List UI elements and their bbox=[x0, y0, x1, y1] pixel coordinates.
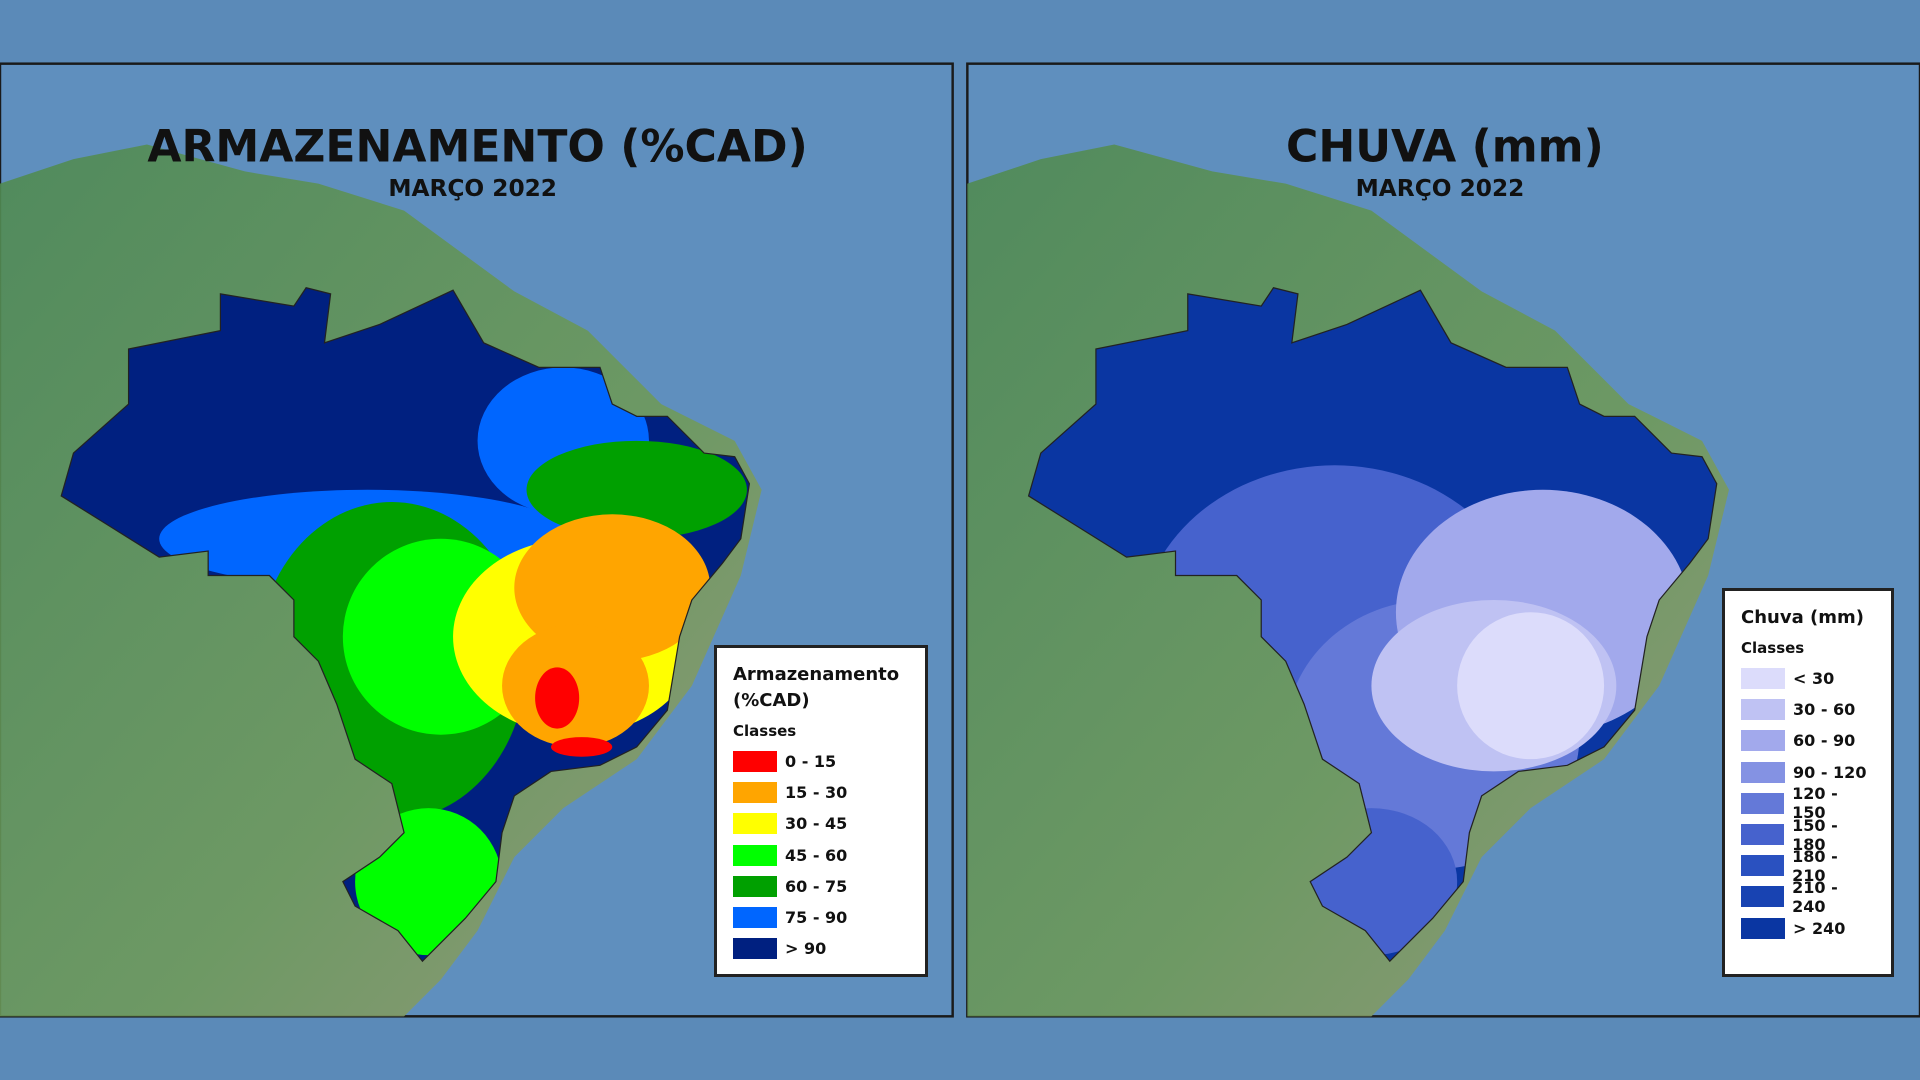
legend-label: 45 - 60 bbox=[785, 845, 848, 865]
legend-label: 150 - 180 bbox=[1792, 815, 1838, 854]
legend-label: 15 - 30 bbox=[785, 783, 848, 803]
legend-item: 210 - 240 bbox=[1741, 878, 1875, 916]
legend-subtitle: Classes bbox=[1741, 639, 1805, 657]
legend-swatch bbox=[1741, 917, 1785, 939]
legend-label: 75 - 90 bbox=[785, 908, 848, 928]
legend-label: 30 - 45 bbox=[785, 814, 848, 834]
map-subtitle: MARÇO 2022 bbox=[388, 175, 557, 202]
region bbox=[526, 440, 747, 539]
legend-label: 120 - 150 bbox=[1792, 784, 1838, 823]
legend-item: 90 - 120 bbox=[1741, 757, 1875, 788]
region bbox=[1457, 612, 1605, 760]
legend-swatch bbox=[1741, 699, 1785, 721]
legend-label: 180 - 210 bbox=[1792, 846, 1838, 885]
legend-item: 15 - 30 bbox=[733, 777, 909, 808]
legend-swatch bbox=[733, 844, 777, 866]
map-title: CHUVA (mm) bbox=[1286, 122, 1604, 173]
legend-item: 60 - 90 bbox=[1741, 725, 1875, 756]
legend-item: 75 - 90 bbox=[733, 902, 909, 933]
legend-swatch bbox=[733, 907, 777, 929]
legend-swatch bbox=[1741, 761, 1785, 783]
legend: Armazenamento (%CAD) Classes 0 - 15 15 - 30… bbox=[714, 645, 928, 977]
legend-item: 60 - 75 bbox=[733, 871, 909, 902]
legend-swatch bbox=[733, 751, 777, 773]
region bbox=[514, 514, 711, 662]
legend-swatch bbox=[1741, 792, 1785, 814]
region bbox=[551, 737, 613, 757]
legend-swatch bbox=[1741, 824, 1785, 846]
map-title: ARMAZENAMENTO (%CAD) bbox=[147, 122, 807, 173]
legend-label: 60 - 75 bbox=[785, 876, 848, 896]
map-subtitle: MARÇO 2022 bbox=[1356, 175, 1525, 202]
map-panel: ARMAZENAMENTO (%CAD)MARÇO 2022 bbox=[0, 62, 954, 1018]
legend-swatch bbox=[733, 938, 777, 960]
legend-swatch bbox=[733, 875, 777, 897]
brazil-outline bbox=[60, 287, 751, 963]
legend-item: > 90 bbox=[733, 933, 909, 964]
legend-item: 30 - 60 bbox=[1741, 694, 1875, 725]
legend-item: < 30 bbox=[1741, 663, 1875, 694]
map-panel: CHUVA (mm)MARÇO 2022 bbox=[966, 62, 1920, 1018]
legend-item: 150 - 180 bbox=[1741, 816, 1875, 854]
legend: Chuva (mm) Classes < 30 30 - 60 60 - 90 90 - … bbox=[1722, 588, 1894, 977]
legend-label: 60 - 90 bbox=[1793, 731, 1856, 751]
legend-item: 45 - 60 bbox=[733, 840, 909, 871]
legend-label: 90 - 120 bbox=[1793, 762, 1867, 782]
legend-item: 0 - 15 bbox=[733, 746, 909, 777]
legend-swatch bbox=[1741, 886, 1785, 908]
legend-subtitle: Classes bbox=[733, 722, 797, 740]
legend-swatch bbox=[1741, 855, 1785, 877]
legend-label: > 90 bbox=[785, 939, 827, 959]
legend-label: 210 - 240 bbox=[1792, 877, 1838, 916]
legend-item: 30 - 45 bbox=[733, 808, 909, 839]
legend-label: 30 - 60 bbox=[1793, 700, 1856, 720]
legend-swatch bbox=[733, 782, 777, 804]
legend-item: > 240 bbox=[1741, 913, 1875, 944]
brazil-outline bbox=[1027, 287, 1718, 963]
legend-label: > 240 bbox=[1793, 918, 1846, 938]
legend-swatch bbox=[1741, 668, 1785, 690]
legend-label: < 30 bbox=[1793, 669, 1835, 689]
legend-swatch bbox=[1741, 730, 1785, 752]
legend-item: 180 - 210 bbox=[1741, 847, 1875, 885]
legend-title: Armazenamento (%CAD) bbox=[733, 664, 900, 711]
legend-item: 120 - 150 bbox=[1741, 784, 1875, 822]
legend-label: 0 - 15 bbox=[785, 752, 837, 772]
legend-swatch bbox=[733, 813, 777, 835]
legend-title: Chuva (mm) bbox=[1741, 607, 1864, 628]
region bbox=[535, 667, 580, 729]
